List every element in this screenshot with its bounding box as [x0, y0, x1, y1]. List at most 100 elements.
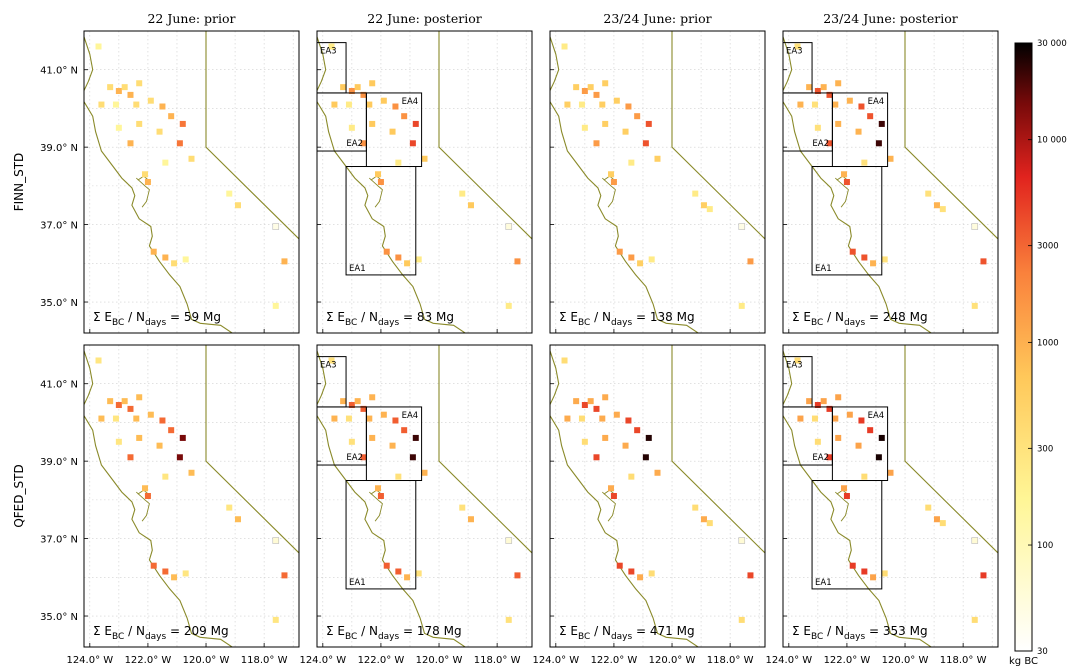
source-cell: [971, 302, 978, 309]
source-cell: [127, 405, 134, 412]
source-cell: [348, 438, 355, 445]
total-emission-label: Σ EBC / Ndays = 178 Mg: [326, 624, 462, 642]
source-cell: [383, 248, 390, 255]
source-cell: [587, 398, 594, 405]
source-cell: [826, 454, 833, 461]
source-cell: [747, 572, 754, 579]
source-cell: [599, 415, 606, 422]
source-cell: [380, 411, 387, 418]
map-layer: [84, 345, 299, 647]
y-tick-label: 35.0° N: [40, 612, 78, 623]
source-cell: [121, 84, 128, 91]
source-cell: [360, 405, 367, 412]
source-cell: [599, 101, 606, 108]
source-cell: [369, 120, 376, 127]
source-cell: [814, 402, 821, 409]
source-cell: [814, 88, 821, 95]
source-cell: [843, 493, 850, 499]
source-cell: [835, 120, 842, 127]
emission-area-box: [783, 42, 813, 94]
source-cell: [826, 91, 833, 98]
panel: Σ EBC / Ndays = 209 Mg: [83, 344, 300, 648]
source-cell: [176, 454, 183, 461]
colorbar-tick-label: 300: [1037, 444, 1053, 454]
bay-shoreline: [834, 491, 849, 522]
source-cell: [794, 357, 801, 364]
source-cell: [234, 516, 241, 523]
source-cell: [939, 206, 946, 213]
source-cell: [622, 128, 629, 135]
source-cell: [628, 159, 635, 166]
map-layer: EA1 EA2 EA3 EA4: [317, 31, 532, 333]
source-cell: [843, 179, 850, 185]
source-cell: [188, 155, 195, 162]
emission-area-box: [317, 356, 347, 408]
source-cell: [835, 80, 842, 87]
source-cell: [858, 417, 865, 424]
coastline: [84, 36, 234, 333]
state-border: [904, 345, 998, 554]
source-cell: [328, 43, 335, 50]
source-cell: [115, 88, 122, 95]
source-cell: [162, 568, 169, 575]
emission-area-label: EA2: [812, 453, 829, 463]
source-cell: [637, 260, 644, 267]
map-layer: [84, 31, 299, 333]
source-cell: [706, 206, 713, 213]
source-cell: [980, 572, 987, 579]
map-layer: EA1 EA2 EA3 EA4: [317, 345, 532, 647]
source-cell: [625, 103, 632, 110]
source-cell: [345, 415, 352, 422]
state-border: [671, 31, 765, 240]
source-cell: [925, 190, 932, 197]
source-cell: [389, 128, 396, 135]
source-cell: [354, 84, 361, 91]
source-cell: [980, 258, 987, 265]
source-cell: [887, 155, 894, 162]
panel: Σ EBC / Ndays = 471 Mg: [549, 344, 766, 648]
source-cell: [377, 179, 384, 185]
x-tick-label: 120.0° W: [183, 655, 230, 666]
source-cell: [634, 427, 641, 434]
source-cell: [133, 415, 140, 422]
emission-area-label: EA4: [868, 97, 885, 107]
source-cell: [395, 568, 402, 575]
source-cell: [182, 570, 189, 577]
emission-area-box: [783, 356, 813, 408]
panel-frame: [316, 344, 533, 648]
source-cell: [95, 43, 102, 50]
source-cell: [340, 84, 347, 91]
emission-area-label: EA4: [402, 97, 419, 107]
panel-background: [783, 31, 998, 333]
source-cell: [573, 398, 580, 405]
source-cell: [115, 124, 122, 131]
source-cell: [392, 103, 399, 110]
source-cell: [858, 103, 865, 110]
source-cell: [832, 101, 839, 108]
source-cell: [645, 120, 652, 127]
source-cell: [561, 43, 568, 50]
emission-area-box: [831, 406, 889, 482]
panel-background: [783, 345, 998, 647]
source-cell: [377, 493, 384, 499]
source-cell: [162, 254, 169, 261]
source-cell: [115, 402, 122, 409]
source-cell: [692, 504, 699, 511]
source-cell: [459, 190, 466, 197]
panel-background: [550, 345, 765, 647]
source-cell: [136, 120, 143, 127]
emission-area-label: EA2: [812, 139, 829, 149]
source-cell: [846, 411, 853, 418]
source-cell: [608, 171, 615, 178]
source-cell: [179, 434, 186, 441]
map-layer: [550, 31, 765, 333]
panel-frame: [549, 30, 766, 334]
source-cell: [395, 159, 402, 166]
panel: EA1 EA2 EA3 EA4 Σ EBC / Ndays = 83 Mg: [316, 30, 533, 334]
emission-area-label: EA2: [346, 453, 363, 463]
source-cell: [412, 120, 419, 127]
panel-frame: [83, 344, 300, 648]
source-cell: [610, 179, 617, 185]
source-cell: [849, 562, 856, 569]
source-cell: [226, 190, 233, 197]
